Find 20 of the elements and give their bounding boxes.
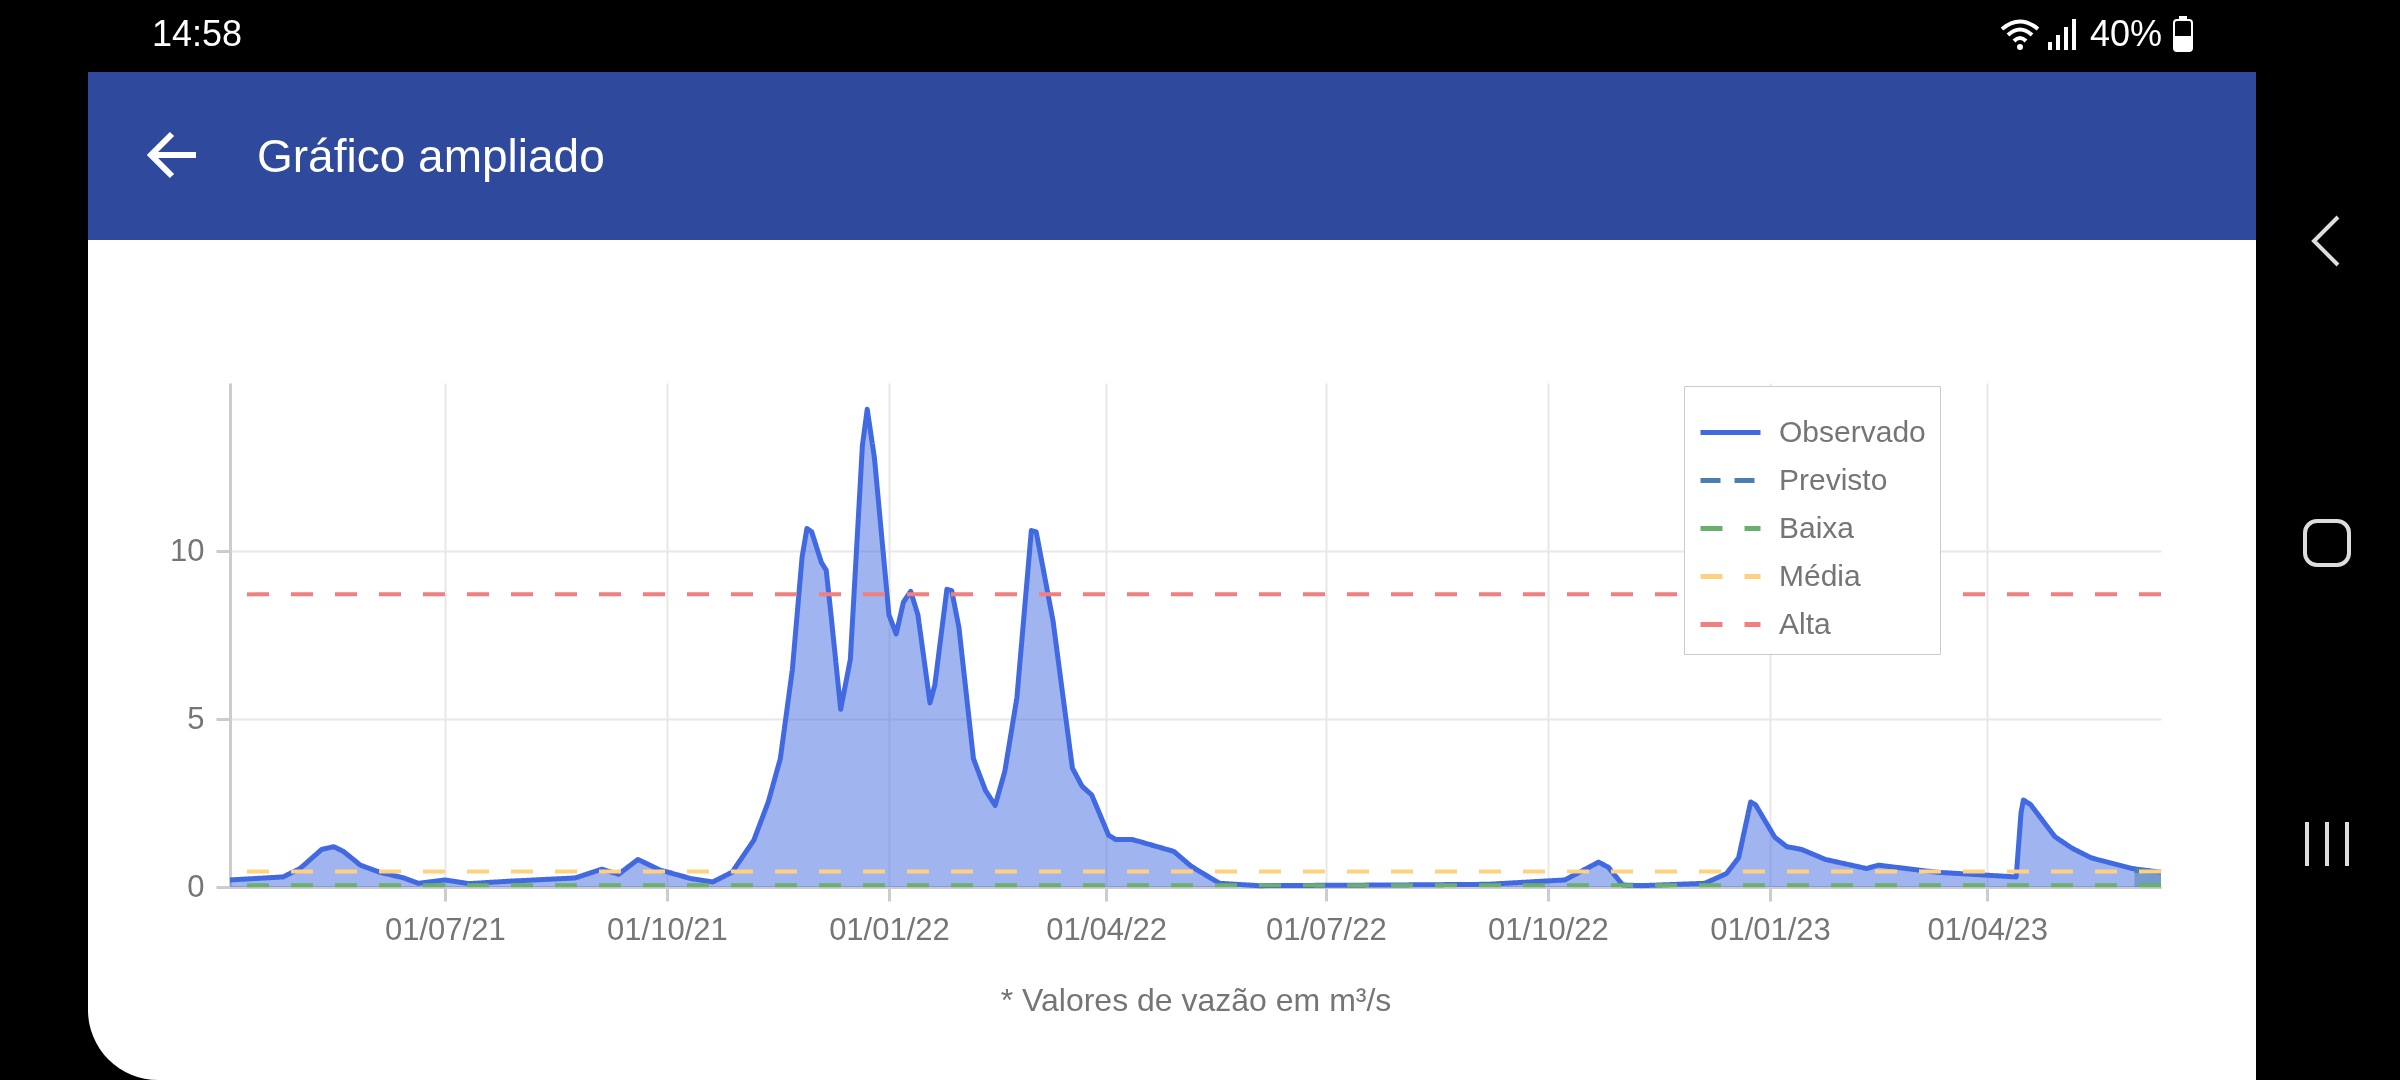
x-tick-label: 01/01/22 <box>829 911 950 947</box>
legend-label: Observado <box>1779 414 1926 448</box>
x-axis-title: * Valores de vazão em m³/s <box>1000 981 1392 1018</box>
legend-label: Previsto <box>1779 462 1888 496</box>
legend-label: Alta <box>1779 606 1832 640</box>
text: 14:58 <box>152 13 243 54</box>
text: 40% <box>2090 13 2163 54</box>
y-tick-label: 5 <box>187 700 205 736</box>
chart-title: Gráfico ampliado <box>257 129 605 184</box>
x-tick-label: 01/07/22 <box>1266 911 1387 947</box>
x-tick-label: 01/10/22 <box>1488 911 1609 947</box>
x-tick-label: 01/04/22 <box>1046 911 1168 947</box>
x-tick-label: 01/01/23 <box>1710 911 1831 947</box>
x-tick-label: 01/07/21 <box>384 911 506 947</box>
legend-label: Média <box>1779 558 1862 592</box>
x-tick-label: 01/10/21 <box>607 911 728 947</box>
x-tick-label: 01/04/23 <box>1927 911 2049 947</box>
legend-label: Baixa <box>1779 510 1855 544</box>
y-tick-label: 10 <box>170 532 205 568</box>
y-tick-label: 0 <box>187 868 205 904</box>
